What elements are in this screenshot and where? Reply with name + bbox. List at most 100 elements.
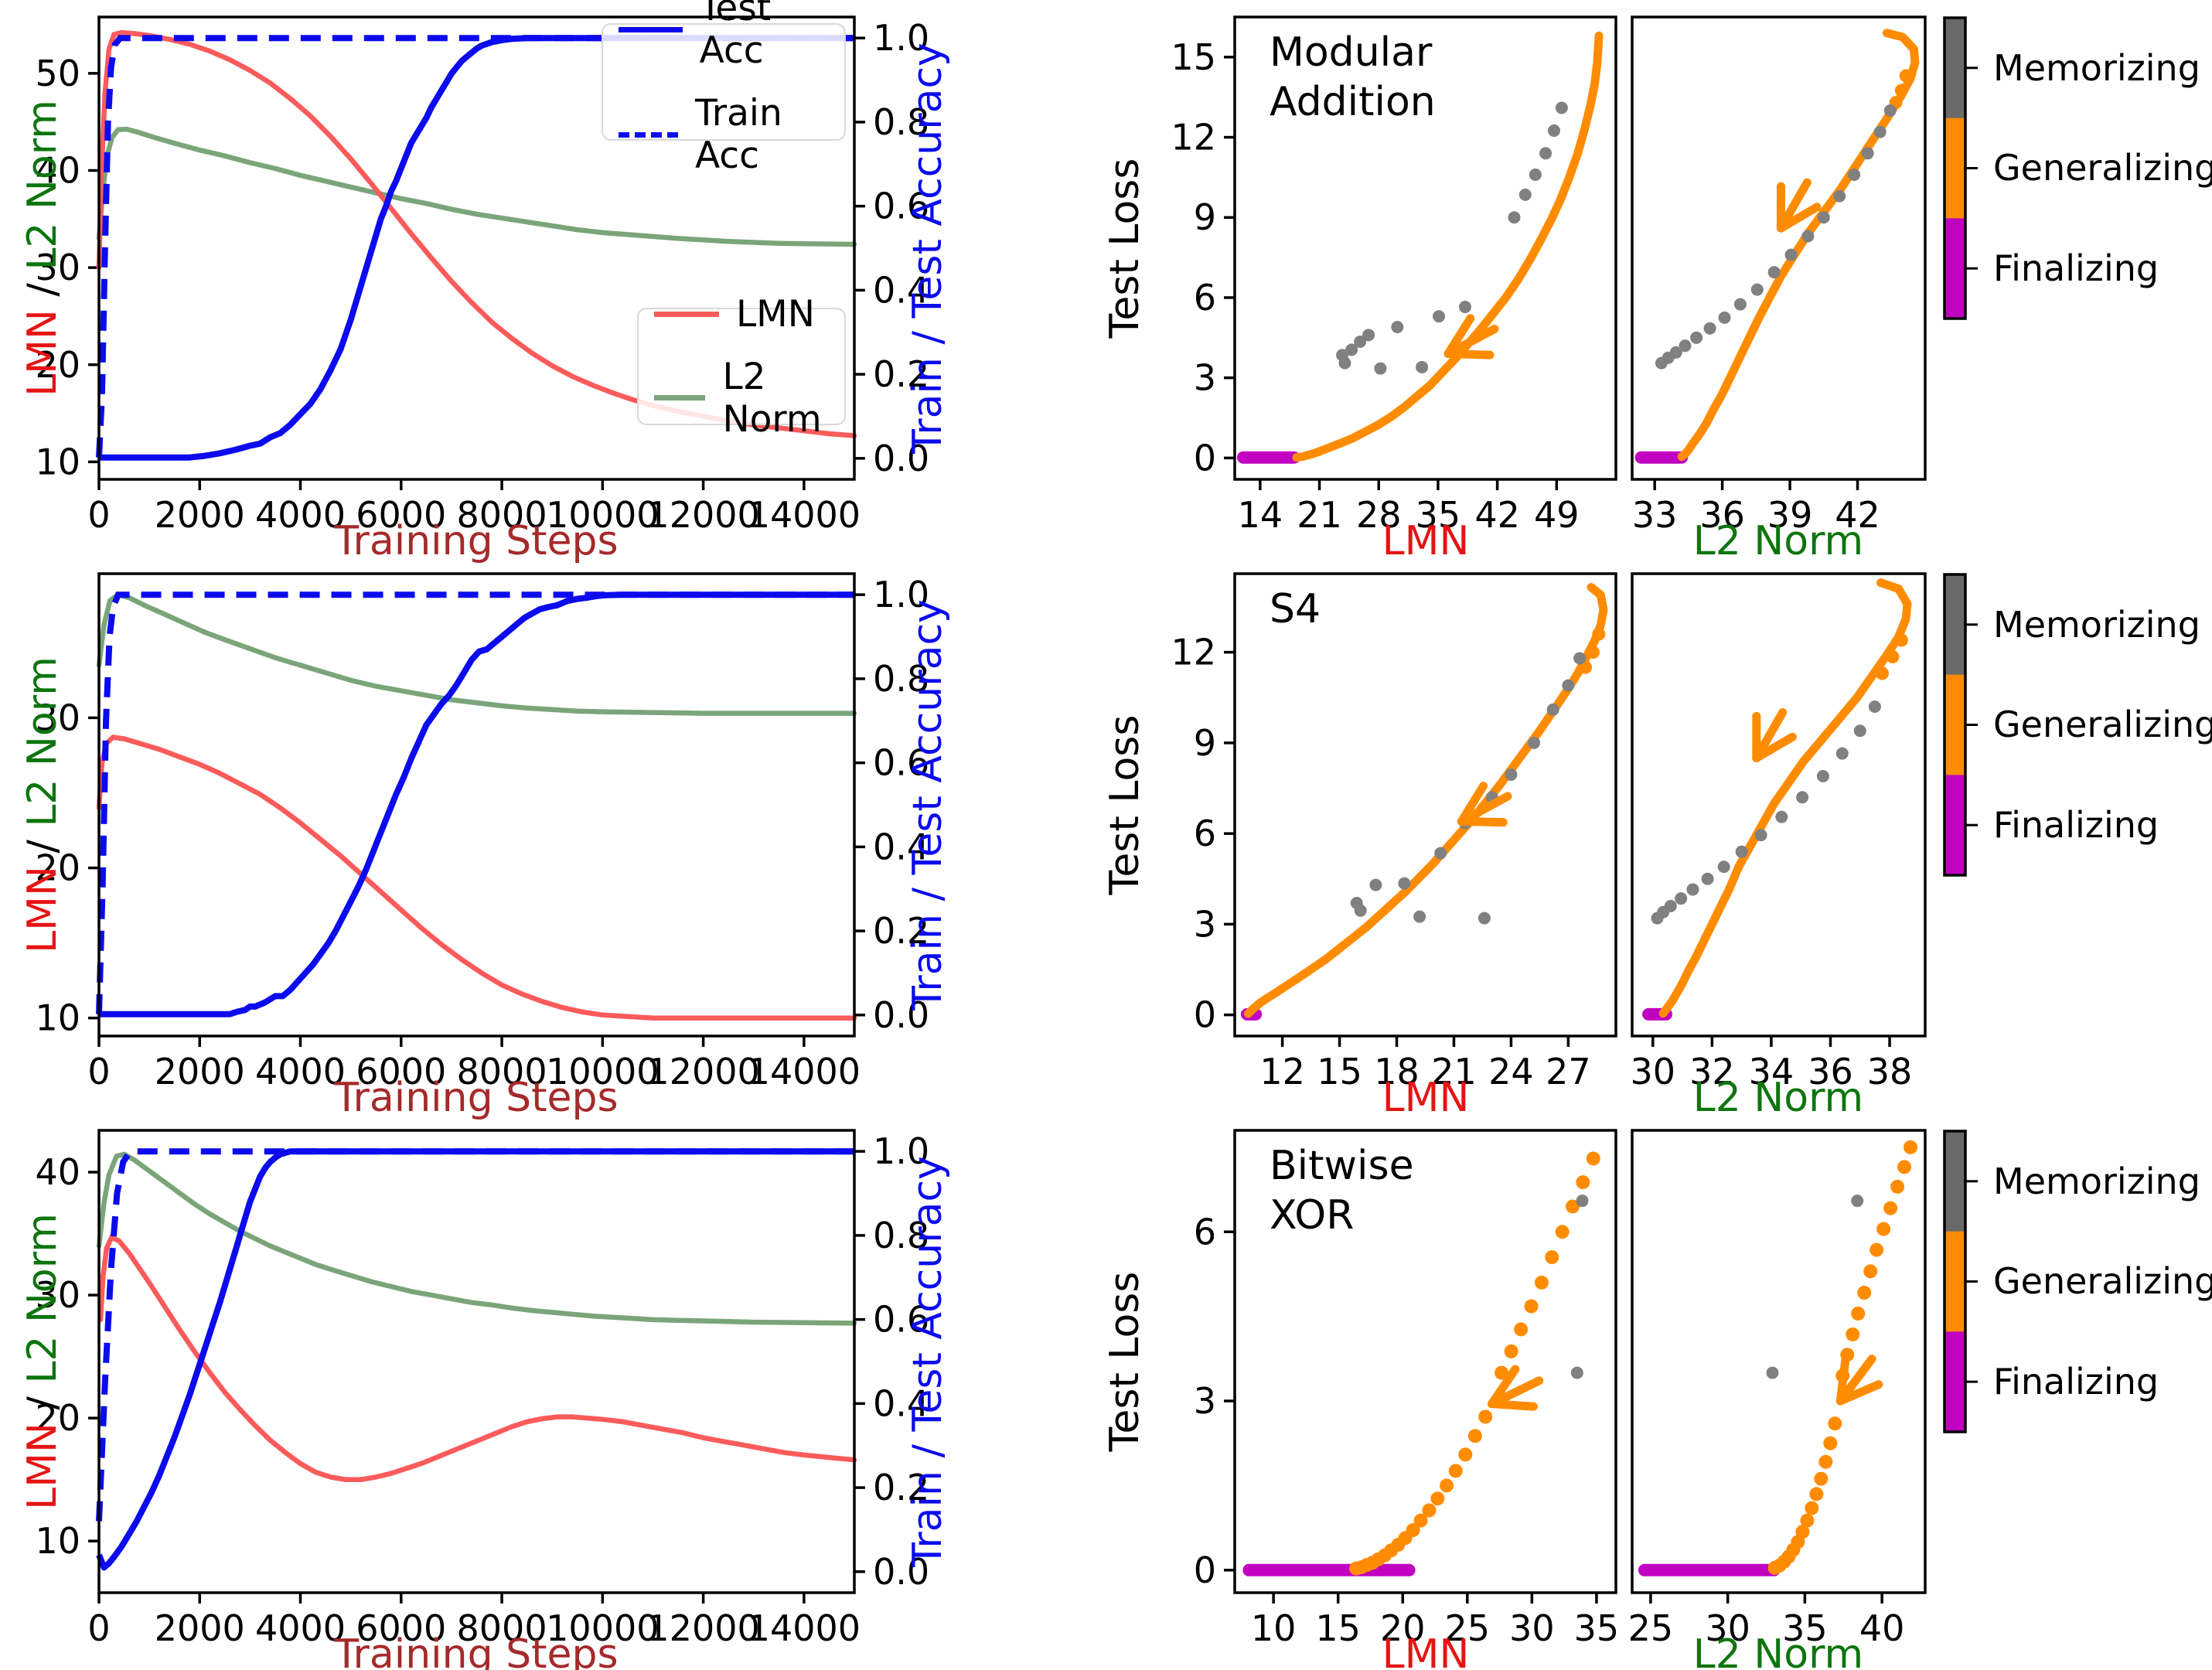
x-tick-label: 35 [1574, 1607, 1620, 1649]
l2-norm-curve [96, 591, 857, 716]
generalizing-trajectory-dot [1767, 1560, 1782, 1575]
memorizing-dot [1883, 104, 1897, 117]
generalizing-trajectory-dot [1504, 1344, 1518, 1358]
row2-colorbar-label-finalizing: Finalizing [1993, 804, 2159, 846]
row1-left-y-axis-label: LMN / L2 Norm [19, 100, 66, 397]
memorizing-dot [1766, 1366, 1779, 1379]
trajectory-arrow-tail [1488, 1376, 1544, 1409]
x-tick-label: 14000 [748, 1607, 861, 1649]
y-tick-label-left: 10 [35, 1520, 80, 1562]
x-tick-label: 8000 [457, 1051, 547, 1092]
memorizing-dot [1576, 1195, 1589, 1208]
memorizing-dot [1817, 211, 1830, 224]
x-tick-label: 14000 [748, 1051, 861, 1092]
memorizing-dot [1754, 829, 1767, 842]
generalizing-trajectory-dot [1857, 1286, 1872, 1300]
generalizing-trajectory-dot [1800, 1513, 1815, 1528]
row1-colorbar-label-finalizing: Finalizing [1993, 247, 2159, 289]
trajectory-dot [1875, 666, 1889, 680]
row3-lmn-x-label: LMN [1382, 1631, 1470, 1670]
memorizing-dot [1717, 861, 1730, 874]
scatter-frame [1631, 1129, 1927, 1594]
x-tick-label: 12000 [646, 1051, 759, 1092]
memorizing-dot [1354, 335, 1367, 348]
l2-norm-curve [96, 1151, 857, 1326]
test-acc-curve [99, 591, 854, 1017]
generalizing-trajectory-dot [1514, 1322, 1529, 1337]
y-tick-label-right: 0.8 [873, 1215, 929, 1256]
row2-left-y-axis-label: LMN / L2 Norm [19, 656, 66, 953]
lmn-line-sample [654, 311, 719, 317]
memorizing-dot [1478, 912, 1491, 925]
x-tick-label: 35 [1782, 1607, 1828, 1649]
ylabel-lmn: LMN [19, 309, 66, 397]
memorizing-dot [1362, 329, 1375, 342]
x-tick-label: 15 [1315, 1607, 1361, 1649]
trajectory-dot [1586, 646, 1600, 659]
x-tick-label: 14000 [748, 494, 861, 536]
row2-loss-y-axis-label: Test Loss [1102, 714, 1148, 895]
y-tick-label: 3 [1194, 1380, 1216, 1422]
x-tick-label: 18 [1374, 1051, 1420, 1092]
x-tick-label: 30 [1705, 1607, 1750, 1649]
colorbar-segment [1944, 674, 1965, 775]
row3-loss-y-axis-label: Test Loss [1102, 1271, 1148, 1452]
row1-x-axis-label: Training Steps [334, 518, 619, 564]
colorbar-segment [1944, 18, 1965, 119]
memorizing-dot [1345, 343, 1358, 356]
row3-right-y-axis-label: Train / Test Accuracy [905, 1156, 951, 1567]
row1-panel-title: Modular Addition [1270, 29, 1436, 125]
y-tick-label-right: 0.6 [873, 186, 929, 227]
memorizing-dot [1861, 147, 1874, 160]
memorizing-dot [1873, 125, 1887, 138]
generalizing-trajectory [1658, 578, 1912, 1018]
memorizing-dot [1354, 904, 1367, 917]
ylabel-l2: L2 Norm [19, 100, 66, 271]
generalizing-trajectory-dot [1876, 1222, 1891, 1236]
generalizing-trajectory-dot [1566, 1199, 1580, 1214]
memorizing-dot [1573, 652, 1587, 665]
y-tick-label-left: 30 [35, 247, 80, 288]
memorizing-dot [1851, 1195, 1864, 1208]
generalizing-trajectory-dot [1904, 1140, 1918, 1154]
y-tick-label: 0 [1194, 437, 1216, 479]
y-tick-label: 3 [1194, 903, 1216, 945]
row2-colorbar-label-generalizing: Generalizing [1993, 704, 2212, 745]
x-tick-label: 4000 [255, 1607, 346, 1649]
train-acc-line-sample [619, 131, 678, 138]
trajectory-arrow-wing [1488, 1399, 1538, 1411]
y-tick-label-left: 10 [35, 997, 80, 1039]
x-tick-label: 34 [1749, 1051, 1794, 1092]
generalizing-trajectory-dot [1586, 1151, 1600, 1166]
row1-lmn-x-label: LMN [1382, 518, 1470, 564]
y-tick-label-left: 30 [35, 1274, 80, 1316]
memorizing-dot [1548, 124, 1561, 137]
x-tick-label: 49 [1534, 494, 1580, 536]
x-tick-label: 32 [1689, 1051, 1735, 1092]
memorizing-dot [1767, 266, 1781, 279]
memorizing-dot [1562, 679, 1575, 692]
memorizing-dot [1416, 360, 1429, 373]
row2-l2-x-label: L2 Norm [1692, 1075, 1864, 1121]
trajectory-arrow-wing [1835, 1380, 1883, 1406]
y-tick-label: 15 [1171, 36, 1216, 78]
y-tick-label-left: 20 [35, 847, 80, 889]
row2-colorbar-label-memorizing: Memorizing [1993, 604, 2200, 646]
memorizing-dot [1338, 356, 1351, 370]
legend-entry-l2: L2 Norm [654, 356, 844, 441]
generalizing-trajectory-dot [1846, 1327, 1860, 1341]
x-tick-label: 10000 [546, 1607, 659, 1649]
y-tick-label-right: 0.8 [873, 658, 929, 700]
generalizing-trajectory-dot [1430, 1491, 1445, 1506]
scatter-frame [1233, 15, 1617, 481]
generalizing-trajectory-dot [1890, 1179, 1905, 1194]
memorizing-dot [1735, 845, 1748, 858]
x-tick-label: 0 [87, 1607, 110, 1649]
generalizing-trajectory-dot [1818, 1454, 1833, 1469]
trajectory-arrow-tail [1457, 792, 1512, 826]
trajectory-dot [1899, 69, 1913, 83]
memorizing-dot [1718, 311, 1731, 324]
generalizing-trajectory-dot [1809, 1487, 1824, 1501]
trajectory-dot [1894, 633, 1908, 647]
generalizing-trajectory-dot [1448, 1464, 1463, 1478]
